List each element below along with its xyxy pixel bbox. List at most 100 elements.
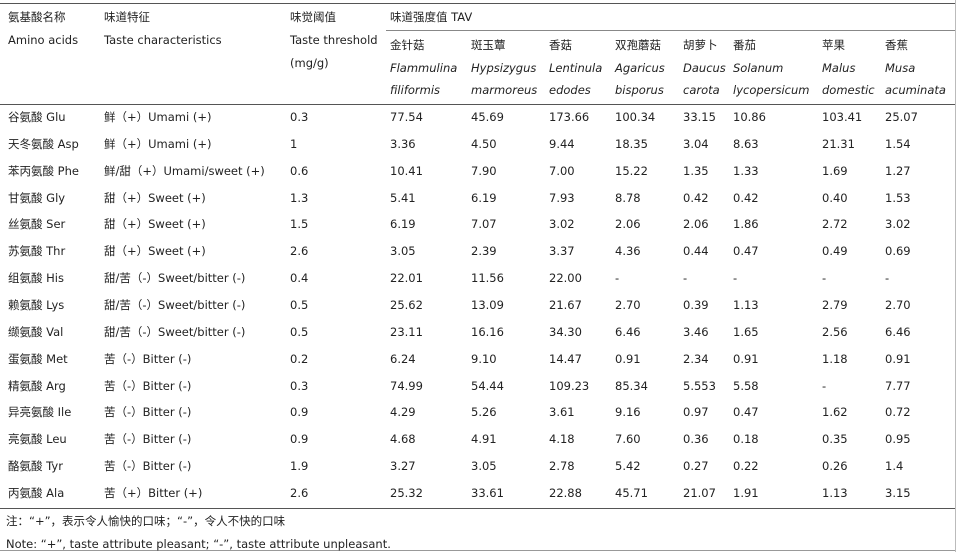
cell-value: 22.00 [549,271,582,286]
taste: 甜（+）Sweet (+) [104,190,206,205]
cell-value: 15.22 [615,163,648,178]
cell-value: 85.34 [615,378,648,393]
species-cn: 金针菇 [390,38,425,52]
taste: 甜（+）Sweet (+) [104,244,206,259]
amino-acid: 赖氨酸 Lys [8,298,65,313]
cell-value: 2.72 [822,217,848,232]
cell-value: 0.27 [683,459,709,474]
column-header-en: Taste threshold [290,33,378,47]
cell-value: 2.78 [549,459,575,474]
cell-value: 3.02 [549,217,575,232]
cell-value: 0.22 [733,459,759,474]
cell-value: 1.35 [683,163,709,178]
column-header-cn: 味觉阈值 [290,10,336,24]
cell-value: 0.47 [733,405,759,420]
cell-value: 0.26 [822,459,848,474]
cell-value: 0.97 [683,405,709,420]
taste: 苦（-）Bitter (-) [104,459,192,474]
amino-acid: 异亮氨酸 Ile [8,405,72,420]
cell-value: 2.70 [885,298,911,313]
species-latin: Hypsizygus [471,61,537,75]
cell-value: 8.78 [615,190,641,205]
cell-value: 25.07 [885,110,918,124]
cell-value: 21.31 [822,136,855,151]
cell-value: 2.39 [471,244,497,259]
amino-acid: 苯丙氨酸 Phe [8,163,79,178]
species-cn: 双孢蘑菇 [615,38,661,52]
cell-value: - [822,271,827,286]
bottom-rule [0,550,955,551]
cell-value: 2.6 [290,486,309,501]
taste: 甜/苦（-）Sweet/bitter (-) [104,298,246,313]
cell-value: 9.16 [615,405,641,420]
cell-value: 1.5 [290,217,309,232]
cell-value: 3.37 [549,244,575,259]
species-latin: Musa [885,61,916,75]
species-latin: filiformis [390,83,441,97]
cell-value: 0.18 [733,432,759,447]
cell-value: 33.15 [683,110,716,124]
column-header-cn: 氨基酸名称 [8,10,66,24]
species-latin: lycopersicum [733,83,810,97]
cell-value: 21.07 [683,486,716,501]
taste: 甜（+）Sweet (+) [104,217,206,232]
species-cn: 香蕉 [885,38,908,52]
cell-value: 14.47 [549,351,582,366]
cell-value: 3.05 [390,244,416,259]
species-cn: 胡萝卜 [683,38,718,52]
cell-value: 0.5 [290,324,309,339]
cell-value: 74.99 [390,378,423,393]
cell-value: - [885,271,890,286]
species-latin: Lentinula [549,61,603,75]
cell-value: 5.41 [390,190,416,205]
cell-value: 0.9 [290,405,309,420]
taste: 苦（-）Bitter (-) [104,432,192,447]
species-cn: 苹果 [822,38,845,52]
species-latin: bisporus [615,83,664,97]
cell-value: 5.26 [471,405,497,420]
cell-value: 1.54 [885,136,911,151]
cell-value: - [615,271,620,286]
cell-value: 0.91 [615,351,641,366]
cell-value: 5.553 [683,378,716,393]
cell-value: 21.67 [549,298,582,313]
taste: 苦（-）Bitter (-) [104,405,192,420]
cell-value: 6.24 [390,351,416,366]
column-header-cn: 味道特征 [104,10,150,24]
cell-value: 0.69 [885,244,911,259]
body-rule [0,508,955,509]
column-unit: (mg/g) [290,56,329,70]
species-cn: 斑玉蕈 [471,38,506,52]
cell-value: 0.4 [290,271,309,286]
cell-value: 0.3 [290,110,309,124]
cell-value: 7.93 [549,190,575,205]
species-latin: domestic [822,83,875,97]
taste: 苦（-）Bitter (-) [104,351,192,366]
cell-value: 0.91 [733,351,759,366]
column-header-en: Taste characteristics [104,33,222,47]
cell-value: 0.36 [683,432,709,447]
taste: 苦（-）Bitter (-) [104,378,192,393]
cell-value: 1.18 [822,351,848,366]
taste: 甜/苦（-）Sweet/bitter (-) [104,324,246,339]
cell-value: 8.63 [733,136,759,151]
amino-acid: 苏氨酸 Thr [8,244,66,259]
cell-value: 54.44 [471,378,504,393]
species-latin: Malus [822,61,856,75]
cell-value: 1.13 [733,298,759,313]
page-edge [955,0,956,552]
cell-value: 6.46 [885,324,911,339]
cell-value: 3.36 [390,136,416,151]
cell-value: 7.60 [615,432,641,447]
cell-value: 4.68 [390,432,416,447]
amino-acid: 天冬氨酸 Asp [8,136,79,151]
cell-value: 3.46 [683,324,709,339]
cell-value: 0.72 [885,405,911,420]
cell-value: 2.79 [822,298,848,313]
note: Note: “+”, taste attribute pleasant; “-”… [6,537,391,551]
amino-acid: 精氨酸 Arg [8,378,66,393]
cell-value: - [683,271,688,286]
cell-value: 0.91 [885,351,911,366]
species-latin: Flammulina [390,61,458,75]
